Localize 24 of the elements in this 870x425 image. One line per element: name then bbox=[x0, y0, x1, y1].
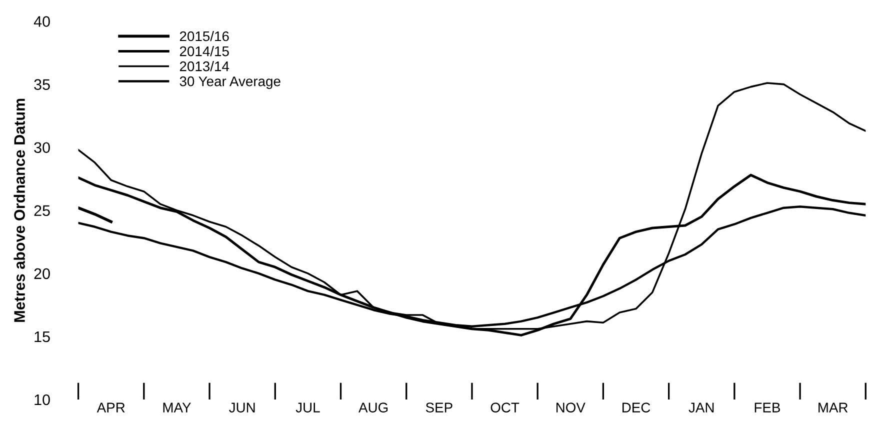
y-tick-label: 10 bbox=[34, 394, 50, 406]
x-tick-label: JUN bbox=[229, 402, 255, 412]
x-tick-label: MAY bbox=[163, 402, 191, 412]
x-tick-label: NOV bbox=[556, 402, 586, 412]
x-tick-label: MAR bbox=[818, 402, 848, 412]
x-tick-label: APR bbox=[96, 402, 125, 412]
y-tick-label: 30 bbox=[34, 142, 50, 154]
y-tick-label: 40 bbox=[34, 16, 50, 27]
y-axis-title: Metres above Ordnance Datum bbox=[14, 98, 25, 322]
legend-label: 2015/16 bbox=[180, 30, 229, 42]
legend-label: 2013/14 bbox=[180, 61, 230, 72]
x-tick-label: OCT bbox=[490, 402, 520, 412]
y-tick-label: 15 bbox=[34, 331, 50, 342]
x-tick-label: JUL bbox=[296, 402, 320, 412]
legend-label: 2014/15 bbox=[180, 46, 229, 56]
x-tick-label: JAN bbox=[688, 402, 714, 412]
x-tick-label: DEC bbox=[622, 402, 650, 412]
legend-label: 30 Year Average bbox=[180, 76, 280, 90]
y-tick-label: 20 bbox=[34, 268, 50, 280]
x-tick-label: AUG bbox=[358, 402, 388, 412]
x-tick-label: FEB bbox=[754, 402, 780, 412]
x-tick-label: SEP bbox=[426, 402, 452, 412]
y-tick-label: 25 bbox=[34, 205, 50, 216]
y-tick-label: 35 bbox=[34, 79, 50, 90]
